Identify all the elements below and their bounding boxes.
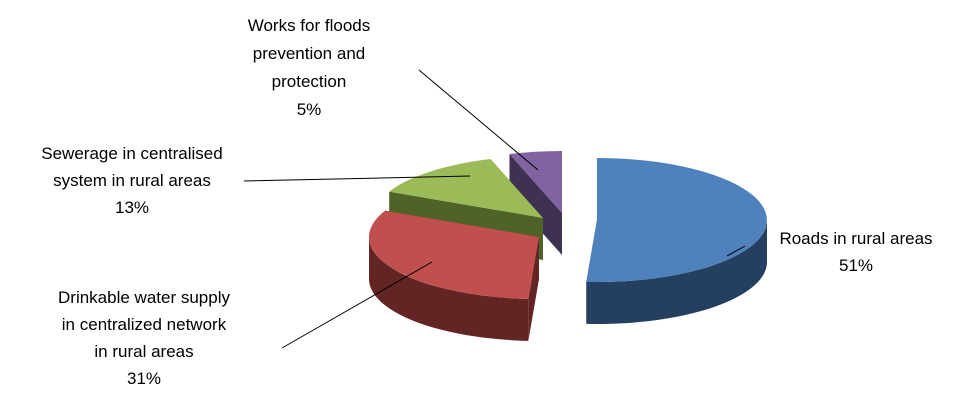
data-label-water-line-1: Drinkable water supply bbox=[58, 288, 230, 307]
pie-slice-water-top bbox=[368, 210, 539, 299]
data-label-water: Drinkable water supply in centralized net… bbox=[58, 288, 230, 388]
leader-line-sewerage bbox=[243, 175, 471, 182]
data-label-water-line-3: in rural areas bbox=[94, 342, 193, 361]
pie-slice-water-side bbox=[369, 237, 529, 341]
data-label-roads: Roads in rural areas 51% bbox=[779, 229, 932, 275]
pie-slice-roads bbox=[586, 158, 767, 325]
pie-slice-roads-side bbox=[586, 220, 767, 325]
leader-lines-layer bbox=[243, 69, 746, 349]
data-label-sewerage-line-2: system in rural areas bbox=[53, 171, 211, 190]
data-label-floods-line-4: 5% bbox=[297, 100, 322, 119]
data-label-sewerage-line-3: 13% bbox=[115, 198, 149, 217]
pie-slice-floods-top bbox=[509, 151, 562, 213]
pie-slice-roads-top bbox=[586, 158, 767, 282]
data-label-floods-line-3: protection bbox=[272, 72, 347, 91]
pie-slice-floods-edge-start bbox=[509, 154, 562, 255]
data-label-floods-line-2: prevention and bbox=[253, 44, 365, 63]
pie-slice-floods bbox=[509, 151, 562, 255]
pie-slice-sewerage-top bbox=[389, 159, 543, 218]
data-label-roads-line-2: 51% bbox=[839, 256, 873, 275]
data-label-floods: Works for floods prevention and protection… bbox=[248, 16, 371, 119]
data-label-sewerage: Sewerage in centralised system in rural a… bbox=[41, 144, 222, 217]
slices-layer bbox=[368, 151, 767, 341]
leader-line-roads bbox=[726, 245, 746, 257]
data-label-roads-line-1: Roads in rural areas bbox=[779, 229, 932, 248]
data-label-water-line-4: 31% bbox=[127, 369, 161, 388]
leader-line-water bbox=[281, 261, 433, 349]
leader-line-floods bbox=[418, 69, 539, 171]
pie-slice-water bbox=[368, 210, 539, 341]
data-labels-layer: Roads in rural areas 51% Drinkable water s… bbox=[41, 16, 932, 388]
data-label-floods-line-1: Works for floods bbox=[248, 16, 371, 35]
data-label-sewerage-line-1: Sewerage in centralised bbox=[41, 144, 222, 163]
data-label-water-line-2: in centralized network bbox=[62, 315, 227, 334]
